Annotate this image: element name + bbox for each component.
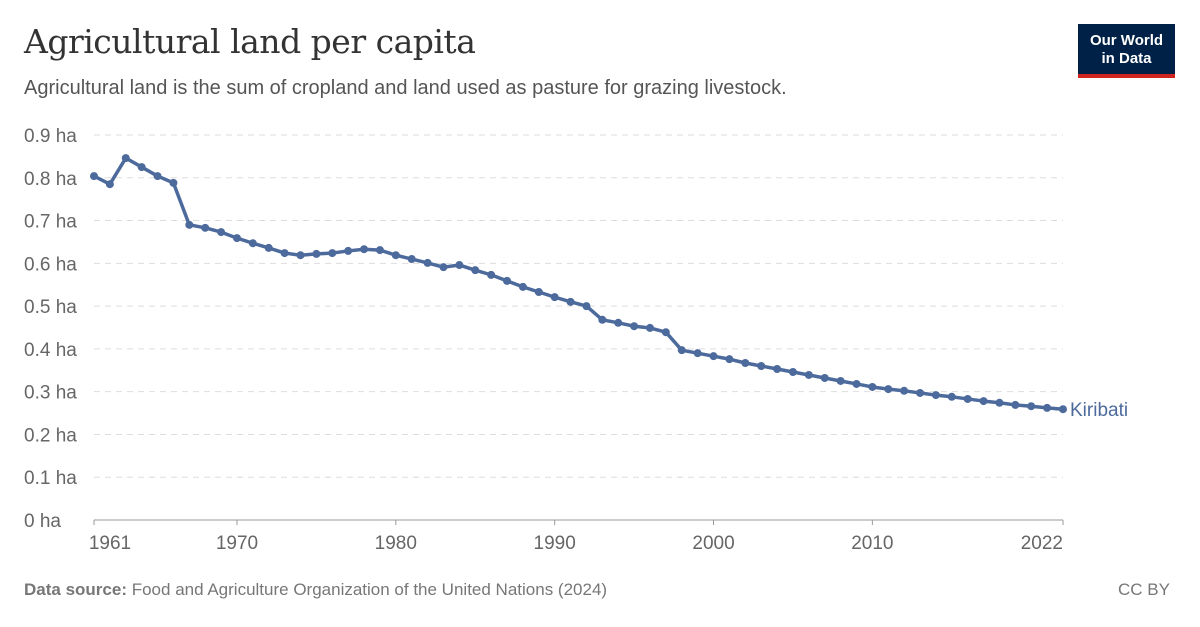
data-source: Data source: Food and Agriculture Organi… <box>24 580 607 600</box>
x-tick-label: 2010 <box>851 533 893 554</box>
chart-title: Agricultural land per capita <box>24 22 476 61</box>
data-point <box>455 261 464 270</box>
y-tick-label: 0.4 ha <box>24 340 77 361</box>
y-tick-label: 0.5 ha <box>24 297 77 318</box>
data-point <box>439 263 448 272</box>
data-point <box>1059 405 1067 414</box>
data-point <box>788 367 797 376</box>
license-link[interactable]: CC BY <box>1118 580 1170 599</box>
data-point <box>979 397 988 406</box>
data-point <box>598 315 607 324</box>
data-point <box>185 220 194 229</box>
data-point <box>1011 400 1020 409</box>
y-tick-label: 0.3 ha <box>24 383 77 404</box>
data-point <box>375 246 384 255</box>
series-label[interactable]: Kiribati <box>1070 400 1128 421</box>
data-point <box>995 398 1004 407</box>
data-point <box>296 251 305 260</box>
data-point <box>1027 402 1036 411</box>
data-point <box>582 302 591 311</box>
data-point <box>1043 403 1052 412</box>
data-point <box>169 178 178 187</box>
data-point <box>757 362 766 370</box>
data-point <box>661 328 670 337</box>
data-point <box>518 282 527 291</box>
y-tick-label: 0.8 ha <box>24 169 77 190</box>
data-point <box>471 266 480 275</box>
data-point <box>916 388 925 397</box>
logo-line-2: in Data <box>1101 50 1152 67</box>
y-tick-label: 0 ha <box>24 511 61 532</box>
y-tick-label: 0.7 ha <box>24 212 77 233</box>
data-point <box>105 180 114 189</box>
data-point <box>820 373 829 382</box>
data-point <box>534 287 543 296</box>
data-point <box>725 355 734 364</box>
data-point <box>645 323 654 332</box>
data-point <box>248 239 257 248</box>
data-point <box>804 370 813 379</box>
logo-line-1: Our World <box>1089 32 1164 49</box>
data-point <box>232 234 241 243</box>
y-tick-label: 0.2 ha <box>24 425 77 446</box>
x-tick-label: 1990 <box>534 533 576 554</box>
data-point <box>868 382 877 391</box>
data-point <box>217 228 226 237</box>
x-tick-label: 1970 <box>216 533 258 554</box>
data-point <box>153 172 162 181</box>
data-source-text[interactable]: Food and Agriculture Organization of the… <box>131 580 608 599</box>
x-tick-label: 1980 <box>375 533 417 554</box>
x-tick-label: 1961 <box>89 533 131 554</box>
data-point <box>201 223 210 232</box>
data-point <box>328 249 337 258</box>
data-point <box>344 246 353 255</box>
chart-subtitle: Agricultural land is the sum of cropland… <box>24 77 787 99</box>
data-point <box>900 386 909 395</box>
data-point <box>931 391 940 400</box>
data-point <box>566 297 575 306</box>
data-point <box>773 364 782 373</box>
y-tick-label: 0.1 ha <box>24 468 77 489</box>
data-point <box>614 318 623 327</box>
data-point <box>630 322 639 331</box>
data-point <box>121 154 130 163</box>
data-source-label: Data source: <box>24 580 127 599</box>
data-point <box>487 270 496 279</box>
data-point <box>90 172 98 181</box>
data-point <box>407 255 416 264</box>
owid-logo[interactable]: Our World in Data <box>1078 24 1175 78</box>
data-point <box>709 352 718 361</box>
data-point <box>550 293 559 302</box>
data-point <box>852 379 861 388</box>
data-point <box>312 249 321 258</box>
y-tick-label: 0.6 ha <box>24 254 77 275</box>
x-tick-label: 2000 <box>692 533 734 554</box>
data-point <box>280 249 289 258</box>
data-point <box>836 376 845 385</box>
x-tick-label: 2022 <box>1021 533 1063 554</box>
series-line-kiribati <box>93 156 1064 411</box>
data-point <box>741 359 750 368</box>
data-point <box>264 243 273 252</box>
data-point <box>963 394 972 403</box>
data-point <box>360 245 369 254</box>
data-point <box>677 346 686 355</box>
y-tick-label: 0.9 ha <box>24 126 77 147</box>
data-point <box>884 385 893 394</box>
data-point <box>503 276 512 285</box>
data-point <box>693 349 702 358</box>
data-point <box>391 251 400 260</box>
data-point <box>947 392 956 401</box>
data-point <box>423 258 432 267</box>
data-point <box>137 163 146 172</box>
